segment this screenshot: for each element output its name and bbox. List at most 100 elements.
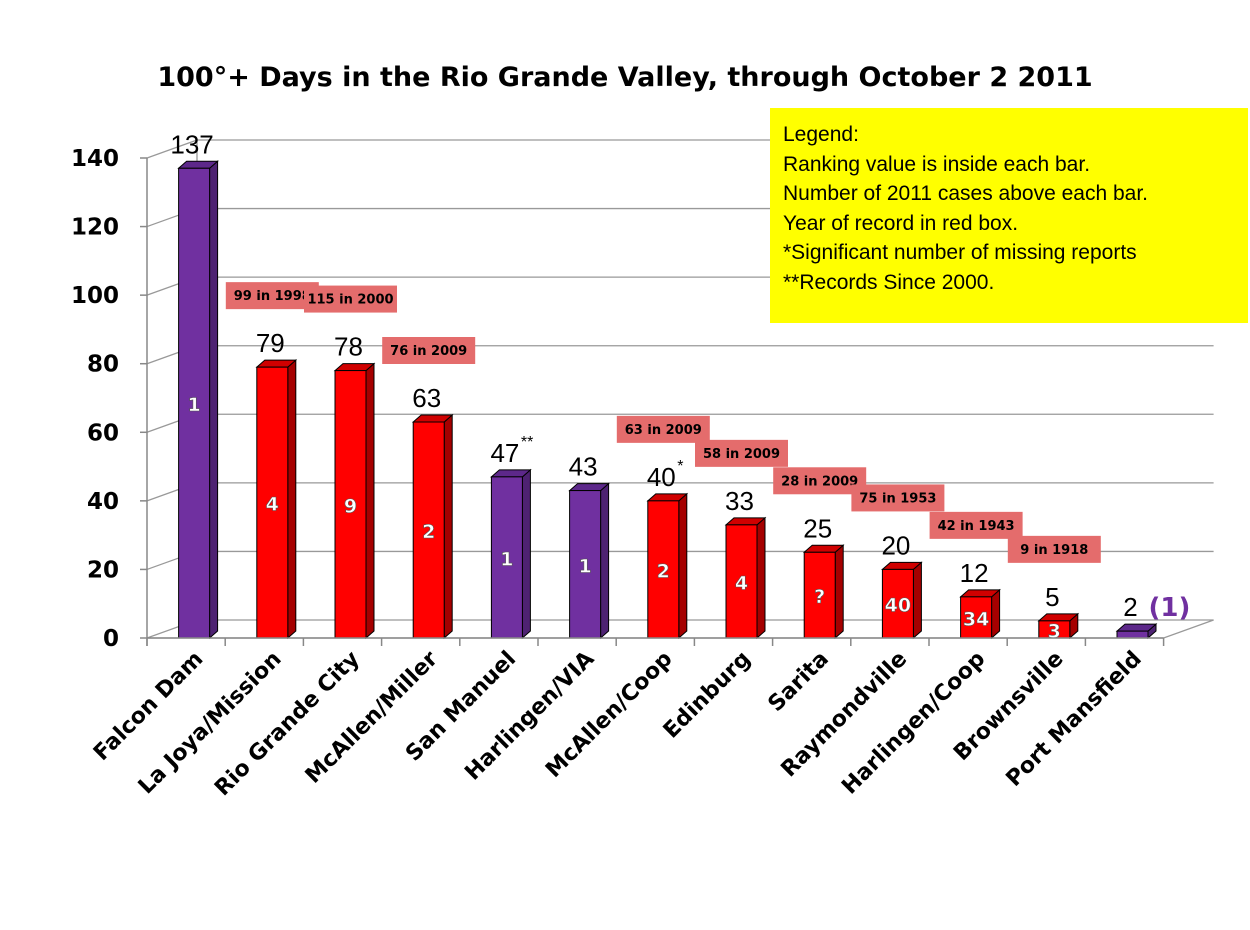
bar-side <box>756 516 766 640</box>
bar-front <box>334 370 367 639</box>
value-label: 2 <box>1123 592 1137 622</box>
chart-title: 100°+ Days in the Rio Grande Valley, thr… <box>157 62 1093 93</box>
bar-brownsville: 3 <box>1037 612 1080 643</box>
bar-side <box>991 588 1001 640</box>
record-box: 9 in 1918 <box>1007 535 1101 563</box>
rank-label: 4 <box>266 494 279 516</box>
bar-side <box>365 362 375 640</box>
value-suffix: * <box>677 458 683 475</box>
x-axis-label: Port Mansfield <box>1002 647 1147 792</box>
record-box-bg <box>695 439 788 467</box>
bar-front <box>647 500 680 639</box>
x-axis-label: Harlingen/Coop <box>837 647 990 800</box>
record-box-bg <box>851 484 945 512</box>
rank-label: 3 <box>1048 620 1061 642</box>
rank-label: 2 <box>657 560 670 582</box>
bar-side <box>443 413 453 640</box>
value-label: 63 <box>412 383 441 413</box>
y-tick-label: 0 <box>103 626 119 652</box>
rank-label: 1 <box>500 548 513 570</box>
record-text: 42 in 1943 <box>938 519 1015 534</box>
bar-harlingen-via: 1 <box>568 482 610 640</box>
value-suffix: ** <box>521 434 533 451</box>
record-text: 75 in 1953 <box>859 491 936 506</box>
record-box-bg <box>1007 535 1101 563</box>
rank-label: 1 <box>187 394 200 416</box>
record-box-bg <box>616 415 710 443</box>
record-box: 115 in 2000 <box>304 285 397 313</box>
legend-line: **Records Since 2000. <box>783 270 995 294</box>
record-box: 58 in 2009 <box>695 439 788 467</box>
record-box: 99 in 1998 <box>225 282 319 310</box>
record-box: 42 in 1943 <box>929 511 1023 539</box>
value-label: 20 <box>881 530 910 560</box>
bar-side <box>209 160 219 640</box>
bar-front <box>960 596 993 639</box>
gridline-side <box>146 139 198 159</box>
bar-harlingen-coop: 34 <box>959 588 1001 640</box>
bar-port-mansfield <box>1115 623 1158 640</box>
legend-box: Legend: Ranking value is inside each bar… <box>770 108 1248 323</box>
x-axis-label: La Joya/Mission <box>134 647 287 800</box>
rank-label: 2 <box>422 521 435 543</box>
y-tick-label: 40 <box>87 489 119 515</box>
x-axis-label: McAllen/Miller <box>301 646 443 788</box>
record-box-bg <box>225 282 319 310</box>
value-label: 137 <box>170 129 213 159</box>
record-box: 63 in 2009 <box>616 415 710 443</box>
record-box: 76 in 2009 <box>382 337 476 364</box>
x-axis-label: Rio Grande City <box>210 647 365 802</box>
value-label: 40 <box>647 462 676 492</box>
record-text: 28 in 2009 <box>781 474 858 489</box>
bar-falcon-dam: 1 <box>177 160 219 640</box>
bar-front <box>256 366 289 639</box>
bar-la-joya-mission: 4 <box>255 359 298 640</box>
value-label: 33 <box>725 486 754 516</box>
bar-raymondville: 40 <box>881 561 923 640</box>
value-label: 5 <box>1045 582 1059 612</box>
record-box-bg <box>382 337 476 364</box>
legend-line: Number of 2011 cases above each bar. <box>783 182 1149 205</box>
record-text: 63 in 2009 <box>625 423 702 438</box>
bar-sarita: ? <box>802 544 845 640</box>
record-box: 75 in 1953 <box>851 484 945 512</box>
x-axis-label: Sarita <box>764 647 834 717</box>
record-box-bg <box>304 285 397 313</box>
bar-rio-grande-city: 9 <box>333 362 376 640</box>
bar-side <box>600 482 610 640</box>
rank-label: 40 <box>885 595 911 617</box>
rank-label: 1 <box>578 555 591 577</box>
y-tick-label: 100 <box>71 283 119 309</box>
y-tick-label: 140 <box>71 146 119 172</box>
legend-line: Ranking value is inside each bar. <box>783 152 1091 176</box>
bar-front <box>1116 630 1149 639</box>
record-text: 99 in 1998 <box>234 289 311 304</box>
bar-san-manuel: 1 <box>490 468 532 640</box>
record-box-bg <box>773 467 867 495</box>
bar-front <box>490 476 523 639</box>
bar-side <box>678 492 688 640</box>
rank-label: 34 <box>963 608 989 630</box>
bar-edinburg: 4 <box>724 516 767 640</box>
rank-label: ? <box>814 586 825 608</box>
value-label: 43 <box>569 452 598 482</box>
bar-side <box>521 468 531 640</box>
record-text: 9 in 1918 <box>1020 543 1088 558</box>
record-box: 28 in 2009 <box>773 467 867 495</box>
bar-mcallen-coop: 2 <box>646 492 689 640</box>
y-tick-label: 20 <box>87 557 119 583</box>
bar-mcallen-miller: 2 <box>411 413 454 640</box>
value-label: 79 <box>256 328 285 358</box>
value-label: 25 <box>803 513 832 543</box>
bar-side <box>834 544 844 640</box>
extra-label: (1) <box>1149 593 1191 623</box>
bar-front <box>881 568 914 639</box>
rank-label: 9 <box>344 495 357 517</box>
record-text: 115 in 2000 <box>307 293 393 308</box>
y-tick-label: 80 <box>87 352 119 378</box>
legend-line: Legend: <box>783 123 859 146</box>
